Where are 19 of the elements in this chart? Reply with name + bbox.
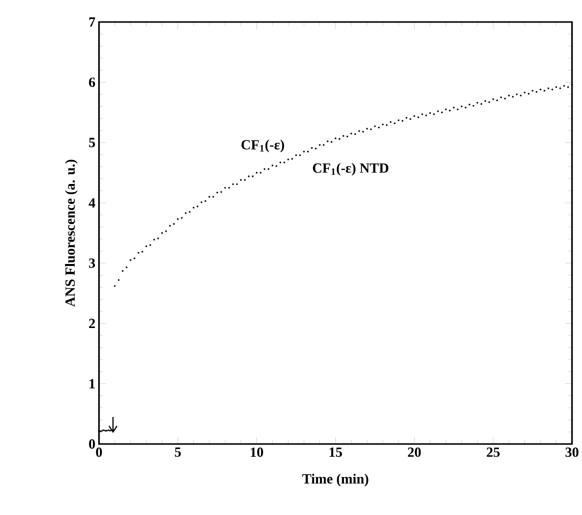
x-axis-title: Time (min) <box>302 474 368 486</box>
y-tick-label: 7 <box>89 17 96 27</box>
y-tick-label: 5 <box>89 138 95 148</box>
y-tick-label: 1 <box>90 379 95 388</box>
x-tick-label: 10 <box>250 448 264 457</box>
y-tick-label: 2 <box>89 318 95 328</box>
x-tick-label: 30 <box>566 448 578 457</box>
x-tick-label: 20 <box>408 448 421 457</box>
x-tick-label: 15 <box>330 448 342 457</box>
x-tick-label: 25 <box>486 448 500 457</box>
y-tick-label: 0 <box>89 439 95 449</box>
y-tick-label: 6 <box>88 78 96 87</box>
x-tick-label: 5 <box>174 448 181 457</box>
y-axis-title: ANS Fluorescence (a. u.) <box>65 160 78 307</box>
x-tick-label: 0 <box>96 448 102 457</box>
series-label: CF$_{1}$(-ε) NTD <box>312 162 388 176</box>
y-tick-label: 4 <box>88 198 96 208</box>
series-label: CF$_{1}$(-ε) <box>242 140 284 152</box>
y-tick-label: 3 <box>89 258 96 268</box>
